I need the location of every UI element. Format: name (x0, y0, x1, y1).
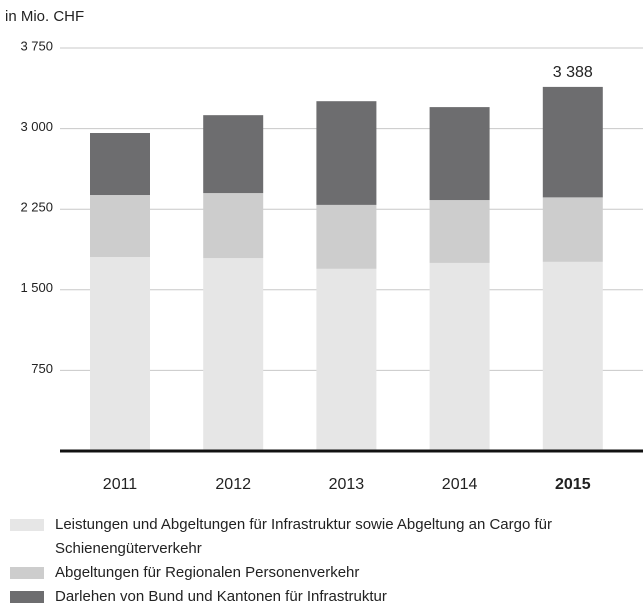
legend-swatch (10, 519, 44, 531)
bar-segment (429, 107, 490, 201)
x-tick-label: 2015 (555, 476, 591, 493)
legend-item: Abgeltungen für Regionalen Personenverke… (10, 561, 610, 585)
bar-segment (429, 200, 490, 263)
legend-label: Leistungen und Abgeltungen für Infrastru… (55, 516, 552, 557)
bar-segment (429, 262, 490, 451)
y-tick-label: 2 250 (20, 200, 53, 215)
chart: in Mio. CHF 750 1 500 2 250 3 000 3 750 2011 2… (5, 8, 643, 493)
y-axis-label: in Mio. CHF (5, 8, 84, 25)
y-tick-label: 3 750 (20, 38, 53, 53)
y-tick-label: 750 (31, 361, 53, 376)
total-label: 3 388 (553, 64, 593, 81)
bar-segment (542, 261, 603, 451)
legend-swatch (10, 591, 44, 603)
bar-segment (542, 197, 603, 262)
legend-label: Abgeltungen für Regionalen Personenverke… (55, 564, 360, 581)
legend-label: Darlehen von Bund und Kantonen für Infra… (55, 588, 387, 605)
bar-segment (203, 193, 264, 259)
legend-swatch (10, 567, 44, 579)
bar-segment (316, 204, 377, 269)
legend: Leistungen und Abgeltungen für Infrastru… (10, 513, 610, 609)
x-tick-label: 2011 (103, 476, 138, 493)
bar-segment (203, 115, 264, 194)
x-tick-label: 2014 (442, 476, 478, 493)
bar-segment (90, 133, 150, 196)
bar-segment (316, 268, 377, 451)
bar-segment (542, 86, 603, 198)
x-tick-label: 2012 (215, 476, 251, 493)
legend-item: Leistungen und Abgeltungen für Infrastru… (10, 513, 610, 561)
bar-segment (203, 258, 264, 451)
bar-segment (90, 195, 150, 258)
y-tick-label: 3 000 (20, 119, 53, 134)
legend-item: Darlehen von Bund und Kantonen für Infra… (10, 585, 610, 609)
bar-segment (316, 101, 377, 205)
y-tick-label: 1 500 (20, 280, 53, 295)
bar-segment (90, 257, 150, 451)
x-tick-label: 2013 (329, 476, 365, 493)
